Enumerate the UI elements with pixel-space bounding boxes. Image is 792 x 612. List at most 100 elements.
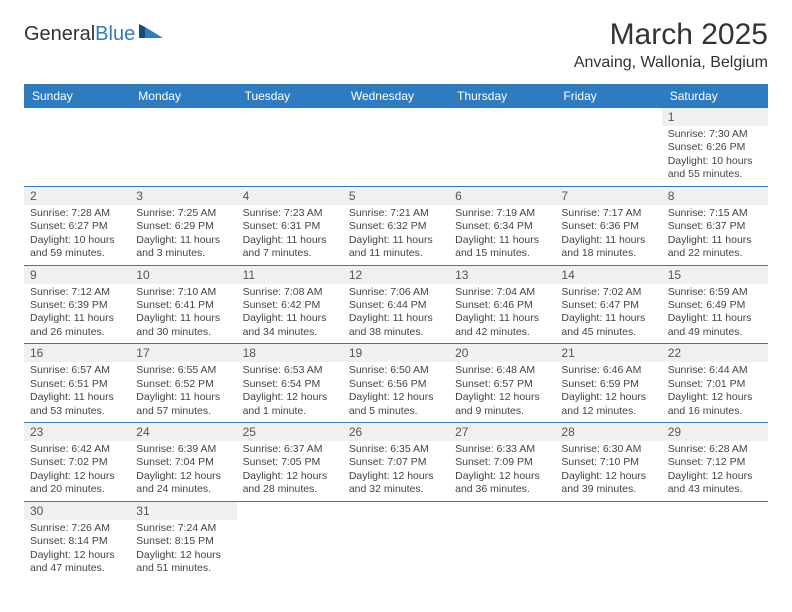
- day-details: Sunrise: 7:30 AMSunset: 6:26 PMDaylight:…: [668, 128, 762, 182]
- calendar-row: 9Sunrise: 7:12 AMSunset: 6:39 PMDaylight…: [24, 265, 768, 344]
- calendar-cell: 19Sunrise: 6:50 AMSunset: 6:56 PMDayligh…: [343, 344, 449, 423]
- daylight: Daylight: 12 hours and 28 minutes.: [243, 470, 337, 497]
- logo: GeneralBlue: [24, 22, 165, 46]
- calendar-cell: [555, 108, 661, 186]
- day-number: 10: [130, 266, 236, 284]
- day-number: 1: [662, 108, 768, 126]
- sunset: Sunset: 6:37 PM: [668, 220, 762, 233]
- calendar-cell: [662, 501, 768, 579]
- day-number: 25: [237, 423, 343, 441]
- sunrise: Sunrise: 7:23 AM: [243, 207, 337, 220]
- calendar-cell: 21Sunrise: 6:46 AMSunset: 6:59 PMDayligh…: [555, 344, 661, 423]
- day-number: 27: [449, 423, 555, 441]
- calendar-cell: 28Sunrise: 6:30 AMSunset: 7:10 PMDayligh…: [555, 423, 661, 502]
- daylight: Daylight: 12 hours and 1 minute.: [243, 391, 337, 418]
- calendar-cell: [449, 108, 555, 186]
- day-number: 19: [343, 344, 449, 362]
- day-header: Friday: [555, 84, 661, 108]
- calendar-row: 1 Sunrise: 7:30 AMSunset: 6:26 PMDaylight…: [24, 108, 768, 186]
- sunset: Sunset: 6:39 PM: [30, 299, 124, 312]
- calendar-cell: [343, 501, 449, 579]
- daylight: Daylight: 10 hours and 59 minutes.: [30, 234, 124, 261]
- day-number: 16: [24, 344, 130, 362]
- day-number: 13: [449, 266, 555, 284]
- day-details: Sunrise: 6:33 AMSunset: 7:09 PMDaylight:…: [455, 443, 549, 497]
- day-details: Sunrise: 6:35 AMSunset: 7:07 PMDaylight:…: [349, 443, 443, 497]
- sunset: Sunset: 8:14 PM: [30, 535, 124, 548]
- calendar-cell: 27 Sunrise: 6:33 AMSunset: 7:09 PMDayligh…: [449, 423, 555, 502]
- calendar-header: SundayMondayTuesdayWednesdayThursdayFrid…: [24, 84, 768, 108]
- calendar-cell: 12Sunrise: 7:06 AMSunset: 6:44 PMDayligh…: [343, 265, 449, 344]
- day-number: 20: [449, 344, 555, 362]
- daylight: Daylight: 11 hours and 26 minutes.: [30, 312, 124, 339]
- day-details: Sunrise: 6:28 AMSunset: 7:12 PMDaylight:…: [668, 443, 762, 497]
- day-number: 24: [130, 423, 236, 441]
- sunrise: Sunrise: 7:12 AM: [30, 286, 124, 299]
- sunset: Sunset: 6:57 PM: [455, 378, 549, 391]
- sunrise: Sunrise: 6:55 AM: [136, 364, 230, 377]
- daylight: Daylight: 11 hours and 53 minutes.: [30, 391, 124, 418]
- calendar-row: 16Sunrise: 6:57 AMSunset: 6:51 PMDayligh…: [24, 344, 768, 423]
- day-details: Sunrise: 7:24 AMSunset: 8:15 PMDaylight:…: [136, 522, 230, 576]
- sunset: Sunset: 6:27 PM: [30, 220, 124, 233]
- day-number: 21: [555, 344, 661, 362]
- sunset: Sunset: 6:26 PM: [668, 141, 762, 154]
- calendar-cell: [237, 501, 343, 579]
- calendar-cell: 26 Sunrise: 6:35 AMSunset: 7:07 PMDayligh…: [343, 423, 449, 502]
- sunrise: Sunrise: 6:46 AM: [561, 364, 655, 377]
- calendar-cell: 16Sunrise: 6:57 AMSunset: 6:51 PMDayligh…: [24, 344, 130, 423]
- sunrise: Sunrise: 7:17 AM: [561, 207, 655, 220]
- calendar-cell: 24Sunrise: 6:39 AMSunset: 7:04 PMDayligh…: [130, 423, 236, 502]
- sunrise: Sunrise: 7:25 AM: [136, 207, 230, 220]
- sunset: Sunset: 6:51 PM: [30, 378, 124, 391]
- sunset: Sunset: 7:04 PM: [136, 456, 230, 469]
- sunrise: Sunrise: 6:39 AM: [136, 443, 230, 456]
- day-details: Sunrise: 6:42 AMSunset: 7:02 PMDaylight:…: [30, 443, 124, 497]
- sunset: Sunset: 7:05 PM: [243, 456, 337, 469]
- logo-text-1: General: [24, 23, 95, 46]
- sunrise: Sunrise: 7:26 AM: [30, 522, 124, 535]
- calendar-row: 2Sunrise: 7:28 AMSunset: 6:27 PMDaylight…: [24, 186, 768, 265]
- day-number: 7: [555, 187, 661, 205]
- day-number: 23: [24, 423, 130, 441]
- sunrise: Sunrise: 7:04 AM: [455, 286, 549, 299]
- sunrise: Sunrise: 7:10 AM: [136, 286, 230, 299]
- calendar-row: 23 Sunrise: 6:42 AMSunset: 7:02 PMDayligh…: [24, 423, 768, 502]
- daylight: Daylight: 11 hours and 30 minutes.: [136, 312, 230, 339]
- day-number: 12: [343, 266, 449, 284]
- daylight: Daylight: 12 hours and 9 minutes.: [455, 391, 549, 418]
- calendar-cell: [24, 108, 130, 186]
- calendar-cell: 20Sunrise: 6:48 AMSunset: 6:57 PMDayligh…: [449, 344, 555, 423]
- sunset: Sunset: 7:12 PM: [668, 456, 762, 469]
- sunset: Sunset: 6:44 PM: [349, 299, 443, 312]
- header: GeneralBlue March 2025 Anvaing, Wallonia…: [24, 18, 768, 74]
- day-details: Sunrise: 7:12 AMSunset: 6:39 PMDaylight:…: [30, 286, 124, 340]
- sunset: Sunset: 6:36 PM: [561, 220, 655, 233]
- daylight: Daylight: 11 hours and 38 minutes.: [349, 312, 443, 339]
- day-details: Sunrise: 6:53 AMSunset: 6:54 PMDaylight:…: [243, 364, 337, 418]
- sunset: Sunset: 6:49 PM: [668, 299, 762, 312]
- sunset: Sunset: 7:10 PM: [561, 456, 655, 469]
- calendar-cell: 14Sunrise: 7:02 AMSunset: 6:47 PMDayligh…: [555, 265, 661, 344]
- day-number: 26: [343, 423, 449, 441]
- calendar-cell: 9Sunrise: 7:12 AMSunset: 6:39 PMDaylight…: [24, 265, 130, 344]
- daylight: Daylight: 11 hours and 15 minutes.: [455, 234, 549, 261]
- calendar-cell: 18 Sunrise: 6:53 AMSunset: 6:54 PMDayligh…: [237, 344, 343, 423]
- sunset: Sunset: 7:01 PM: [668, 378, 762, 391]
- calendar-cell: 4Sunrise: 7:23 AMSunset: 6:31 PMDaylight…: [237, 186, 343, 265]
- sunrise: Sunrise: 6:53 AM: [243, 364, 337, 377]
- sunset: Sunset: 6:32 PM: [349, 220, 443, 233]
- day-number: 18: [237, 344, 343, 362]
- location: Anvaing, Wallonia, Belgium: [574, 54, 768, 72]
- sunrise: Sunrise: 7:28 AM: [30, 207, 124, 220]
- daylight: Daylight: 12 hours and 51 minutes.: [136, 549, 230, 576]
- sunset: Sunset: 6:47 PM: [561, 299, 655, 312]
- day-header: Wednesday: [343, 84, 449, 108]
- calendar-cell: 30Sunrise: 7:26 AMSunset: 8:14 PMDayligh…: [24, 501, 130, 579]
- sunrise: Sunrise: 7:24 AM: [136, 522, 230, 535]
- sunrise: Sunrise: 6:33 AM: [455, 443, 549, 456]
- daylight: Daylight: 12 hours and 5 minutes.: [349, 391, 443, 418]
- sunrise: Sunrise: 6:44 AM: [668, 364, 762, 377]
- day-details: Sunrise: 6:37 AMSunset: 7:05 PMDaylight:…: [243, 443, 337, 497]
- daylight: Daylight: 11 hours and 34 minutes.: [243, 312, 337, 339]
